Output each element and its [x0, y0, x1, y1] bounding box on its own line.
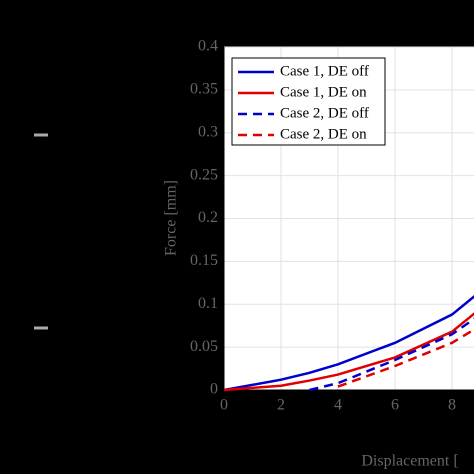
- series-line: [309, 317, 474, 392]
- y-tick-label: 0.05: [190, 338, 218, 355]
- y-tick-label: 0.25: [190, 166, 218, 183]
- x-tick-label: 0: [220, 397, 228, 414]
- y-tick-label: 0.4: [198, 38, 218, 55]
- series-line: [223, 312, 474, 392]
- series-line: [337, 328, 474, 388]
- y-tick-label: 0.3: [198, 123, 218, 140]
- y-tick-label: 0.15: [190, 252, 218, 269]
- y-axis-label: Force [mm]: [163, 180, 180, 256]
- x-tick-label: 6: [391, 397, 399, 414]
- series-line: [223, 295, 474, 392]
- legend-label: Case 2, DE on: [280, 126, 367, 142]
- x-tick-label: 8: [448, 397, 456, 414]
- legend-label: Case 2, DE off: [280, 105, 369, 121]
- y-tick-label: 0.1: [198, 295, 218, 312]
- legend-label: Case 1, DE on: [280, 84, 367, 100]
- legend-label: Case 1, DE off: [280, 63, 369, 79]
- x-tick-label: 2: [277, 397, 285, 414]
- y-tick-label: 0.2: [198, 209, 218, 226]
- x-tick-label: 4: [334, 397, 342, 414]
- x-axis-label: Displacement [: [361, 453, 458, 470]
- y-tick-label: 0.35: [190, 81, 218, 98]
- y-tick-label: 0: [210, 381, 218, 398]
